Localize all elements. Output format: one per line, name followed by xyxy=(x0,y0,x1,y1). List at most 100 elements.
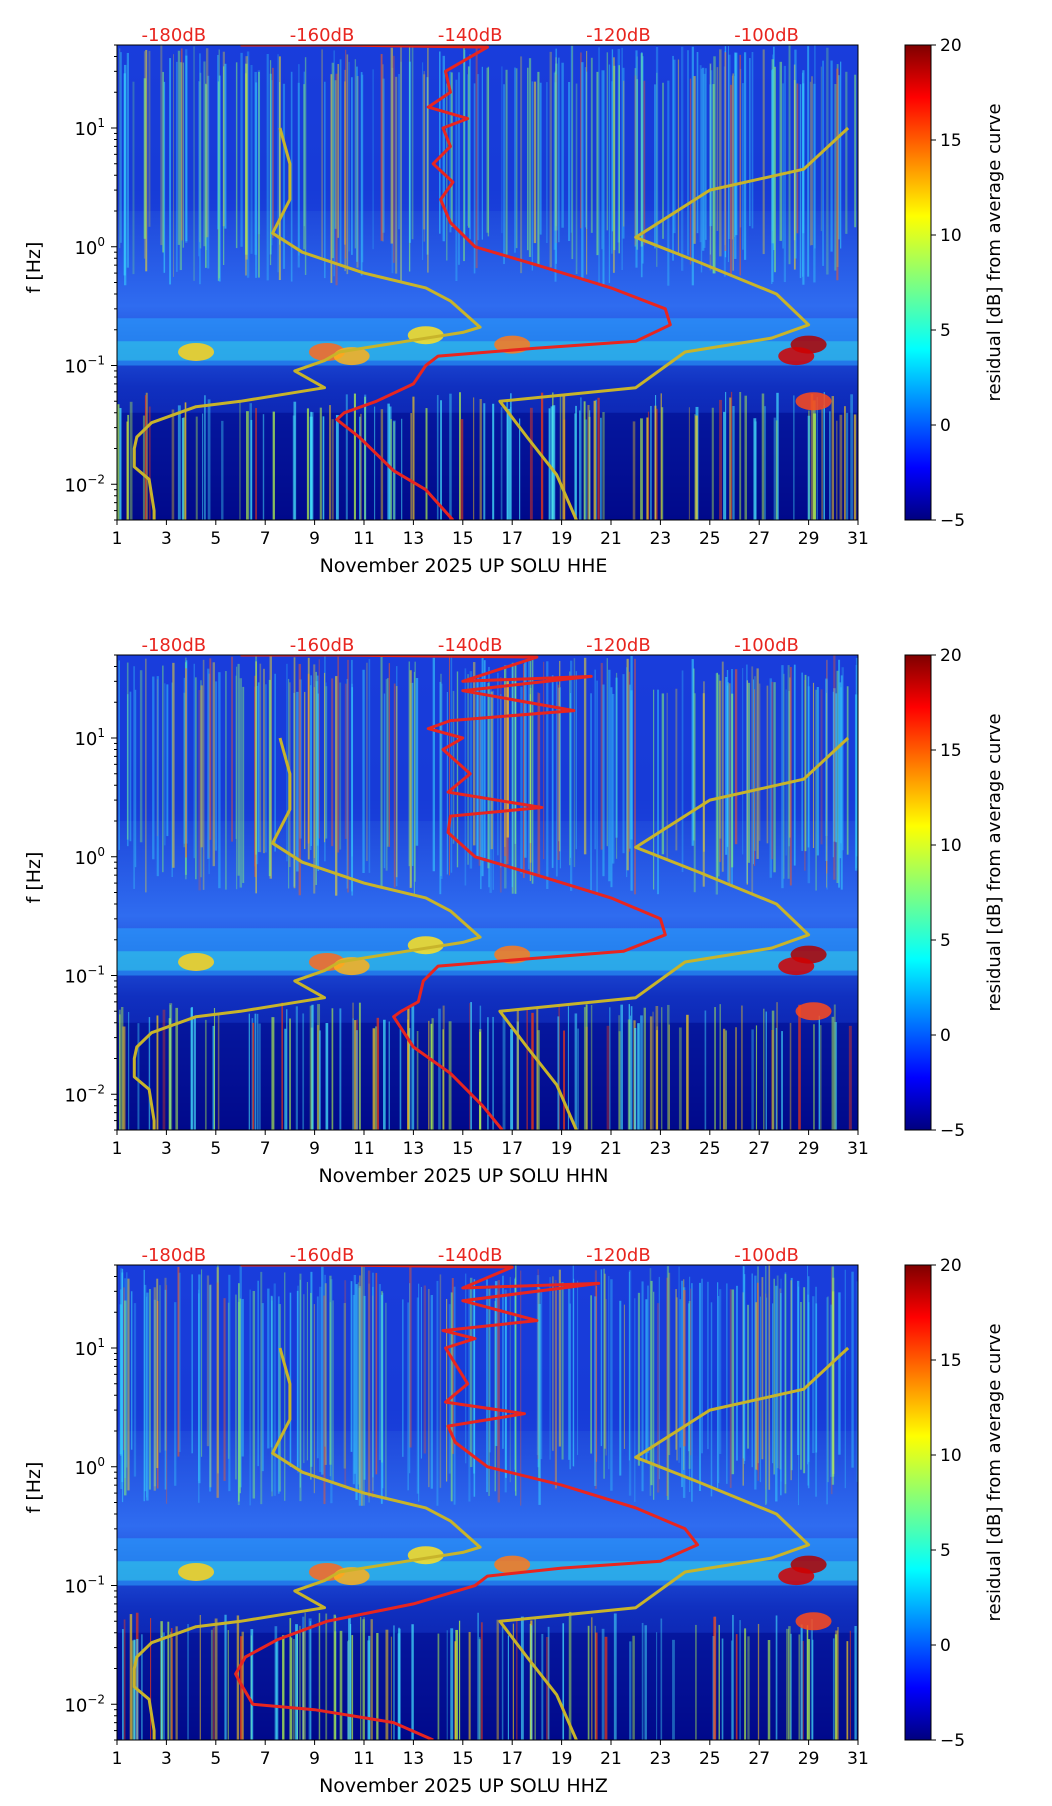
streak xyxy=(380,409,384,520)
streak xyxy=(152,676,155,860)
streak xyxy=(742,668,744,855)
streak xyxy=(442,1029,444,1130)
colorbar-tick-label: 15 xyxy=(940,741,962,761)
top-db-label: -160dB xyxy=(290,1245,355,1266)
streak xyxy=(499,677,502,893)
streak xyxy=(707,1281,709,1450)
streak xyxy=(117,404,120,520)
streak xyxy=(788,45,791,265)
x-tick-label: 1 xyxy=(112,1139,123,1159)
streak xyxy=(757,1282,759,1481)
streak xyxy=(297,82,300,268)
streak xyxy=(784,1274,787,1494)
streak xyxy=(488,666,490,888)
streak xyxy=(258,71,260,278)
streak xyxy=(303,691,306,850)
streak xyxy=(347,659,349,893)
streak xyxy=(731,693,734,868)
streak xyxy=(844,1269,846,1489)
streak xyxy=(165,1285,168,1504)
streak xyxy=(246,411,249,520)
streak xyxy=(710,1302,713,1497)
streak xyxy=(585,71,588,230)
top-db-label: -100dB xyxy=(734,635,799,656)
streak xyxy=(351,687,354,896)
streak xyxy=(555,680,558,877)
streak xyxy=(221,420,224,520)
streak xyxy=(702,693,705,887)
streak xyxy=(408,661,411,867)
streak xyxy=(376,1632,379,1740)
streak xyxy=(590,57,593,233)
streak xyxy=(410,682,412,887)
streak xyxy=(640,1015,643,1130)
streak xyxy=(260,1271,263,1505)
streak xyxy=(313,1304,315,1494)
streak xyxy=(509,1276,511,1483)
streak xyxy=(743,1266,745,1464)
streak xyxy=(389,406,392,520)
streak xyxy=(641,1281,644,1492)
streak xyxy=(321,1266,324,1475)
streak xyxy=(164,683,166,846)
streak xyxy=(308,1618,312,1740)
streak xyxy=(637,1023,640,1130)
streak xyxy=(198,690,201,891)
streak xyxy=(776,1275,779,1469)
streak xyxy=(372,1028,376,1130)
streak xyxy=(490,691,493,850)
streak xyxy=(257,1013,259,1130)
streak xyxy=(555,63,558,231)
streak xyxy=(193,46,195,281)
streak xyxy=(225,671,227,890)
streak xyxy=(815,689,817,891)
streak xyxy=(235,666,238,890)
streak xyxy=(569,1303,571,1470)
streak xyxy=(754,1275,757,1490)
streak xyxy=(162,71,164,253)
streak xyxy=(266,53,269,281)
streak xyxy=(622,67,625,239)
streak xyxy=(352,1294,355,1485)
streak xyxy=(122,1026,126,1130)
streak xyxy=(455,79,458,282)
streak xyxy=(360,1617,362,1740)
streak xyxy=(537,1269,539,1460)
streak xyxy=(553,72,556,250)
streak xyxy=(761,393,765,520)
streak xyxy=(581,62,584,280)
streak xyxy=(787,665,790,879)
streak xyxy=(361,1266,363,1506)
streak xyxy=(182,417,185,520)
streak xyxy=(304,57,307,275)
x-tick-label: 21 xyxy=(600,1139,622,1159)
streak xyxy=(766,1297,768,1504)
streak xyxy=(460,419,464,520)
x-tick-label: 21 xyxy=(600,529,622,549)
streak xyxy=(353,1274,357,1474)
streak xyxy=(352,1002,354,1130)
streak xyxy=(385,679,388,871)
streak xyxy=(324,1283,327,1465)
streak xyxy=(362,669,365,874)
streak xyxy=(409,670,412,888)
streak xyxy=(746,680,749,885)
x-tick-label: 23 xyxy=(650,1139,672,1159)
streak xyxy=(815,1286,817,1497)
streak xyxy=(361,74,364,263)
streak xyxy=(128,1011,130,1130)
streak xyxy=(382,64,384,242)
streak xyxy=(749,58,751,227)
streak xyxy=(293,657,296,889)
streak xyxy=(372,69,374,250)
streak xyxy=(175,1007,179,1130)
streak xyxy=(830,60,833,252)
streak xyxy=(634,1298,636,1502)
streak xyxy=(414,661,416,882)
streak xyxy=(145,392,148,520)
streak xyxy=(446,1298,448,1482)
streak xyxy=(241,1298,244,1457)
colorbar-tick-label: 10 xyxy=(940,836,962,856)
colorbar-tick-label: 0 xyxy=(940,416,951,436)
streak xyxy=(515,68,518,249)
